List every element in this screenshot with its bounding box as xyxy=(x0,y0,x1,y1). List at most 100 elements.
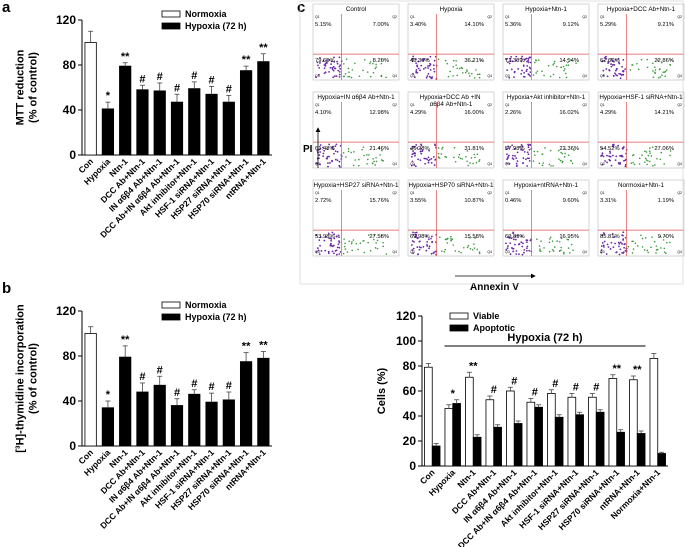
event-dot xyxy=(617,58,620,60)
event-dot xyxy=(374,164,376,166)
event-dot xyxy=(549,236,552,239)
event-dot xyxy=(335,249,338,252)
event-dot xyxy=(419,69,421,72)
event-dot xyxy=(380,59,383,61)
event-dot xyxy=(413,164,416,166)
quadrant-name: Q3 xyxy=(600,74,605,78)
quadrant-name: Q3 xyxy=(505,162,510,166)
significance-mark: ** xyxy=(259,340,268,352)
quadrant-name: Q3 xyxy=(600,250,605,254)
event-dot xyxy=(638,157,641,160)
event-dot xyxy=(656,248,659,251)
event-dot xyxy=(339,67,342,70)
event-dot xyxy=(372,238,375,241)
bar xyxy=(101,108,115,156)
event-dot xyxy=(660,61,663,64)
event-dot xyxy=(336,235,338,238)
event-dot xyxy=(426,158,428,161)
significance-mark: # xyxy=(174,82,180,94)
event-dot xyxy=(647,154,650,157)
event-dot xyxy=(318,154,321,156)
event-dot xyxy=(416,237,419,240)
event-dot xyxy=(572,249,574,252)
event-dot xyxy=(645,159,648,161)
event-dot xyxy=(525,241,528,244)
event-dot xyxy=(324,71,327,74)
event-dot xyxy=(333,56,335,59)
quadrant-value: 12.98% xyxy=(369,110,389,116)
event-dot xyxy=(528,148,531,151)
event-dot xyxy=(330,60,333,63)
event-dot xyxy=(476,248,479,251)
event-dot xyxy=(622,238,625,240)
event-dot xyxy=(375,242,377,244)
significance-mark: # xyxy=(593,382,599,394)
significance-mark: # xyxy=(157,71,163,83)
event-dot xyxy=(469,248,472,250)
event-dot xyxy=(514,235,517,238)
event-dot xyxy=(603,245,605,248)
event-dot xyxy=(317,73,320,76)
event-dot xyxy=(549,75,552,78)
event-dot xyxy=(452,244,455,246)
event-dot xyxy=(336,60,338,63)
event-dot xyxy=(460,66,463,69)
event-dot xyxy=(664,235,667,238)
event-dot xyxy=(343,63,345,65)
event-dot xyxy=(514,243,516,246)
event-dot xyxy=(523,249,526,251)
event-dot xyxy=(600,154,603,157)
event-dot xyxy=(437,58,440,61)
event-dot xyxy=(445,156,448,159)
event-dot xyxy=(505,248,508,251)
event-dot xyxy=(355,242,358,245)
event-dot xyxy=(521,245,524,248)
event-dot xyxy=(437,152,440,155)
event-dot xyxy=(601,242,604,244)
bar xyxy=(222,399,235,447)
event-dot xyxy=(522,242,524,245)
event-dot xyxy=(623,246,626,249)
event-dot xyxy=(616,74,619,77)
event-dot xyxy=(359,242,362,245)
event-dot xyxy=(622,58,625,61)
event-dot xyxy=(338,75,341,78)
event-dot xyxy=(345,58,348,60)
event-dot xyxy=(508,162,511,165)
event-dot xyxy=(369,62,371,65)
event-dot xyxy=(327,162,329,165)
event-dot xyxy=(325,61,328,64)
event-dot xyxy=(380,62,383,65)
event-dot xyxy=(420,246,422,249)
bar xyxy=(153,384,166,447)
event-dot xyxy=(368,154,370,156)
quadrant-name: Q3 xyxy=(505,250,510,254)
significance-mark: # xyxy=(226,83,232,95)
event-dot xyxy=(549,149,552,152)
event-dot xyxy=(475,69,477,71)
event-dot xyxy=(373,160,375,163)
event-dot xyxy=(552,165,554,167)
quadrant-value: 61.48% xyxy=(315,146,335,152)
event-dot xyxy=(413,152,416,155)
event-dot xyxy=(525,247,528,250)
event-dot xyxy=(509,57,512,60)
event-dot xyxy=(331,245,334,248)
event-dot xyxy=(606,154,608,157)
event-dot xyxy=(333,75,336,78)
event-dot xyxy=(361,148,363,151)
quadrant-value: 3.55% xyxy=(410,198,426,204)
event-dot xyxy=(520,144,523,146)
quadrant-value: 4.29% xyxy=(410,110,426,116)
event-dot xyxy=(369,61,372,63)
event-dot xyxy=(315,162,318,164)
event-dot xyxy=(418,240,421,243)
event-dot xyxy=(511,144,514,147)
event-dot xyxy=(427,65,429,67)
event-dot xyxy=(362,69,364,72)
event-dot xyxy=(564,148,567,150)
event-dot xyxy=(508,76,511,79)
event-dot xyxy=(617,144,620,147)
quadrant-value: 3.40% xyxy=(410,22,426,28)
event-dot xyxy=(632,248,635,250)
